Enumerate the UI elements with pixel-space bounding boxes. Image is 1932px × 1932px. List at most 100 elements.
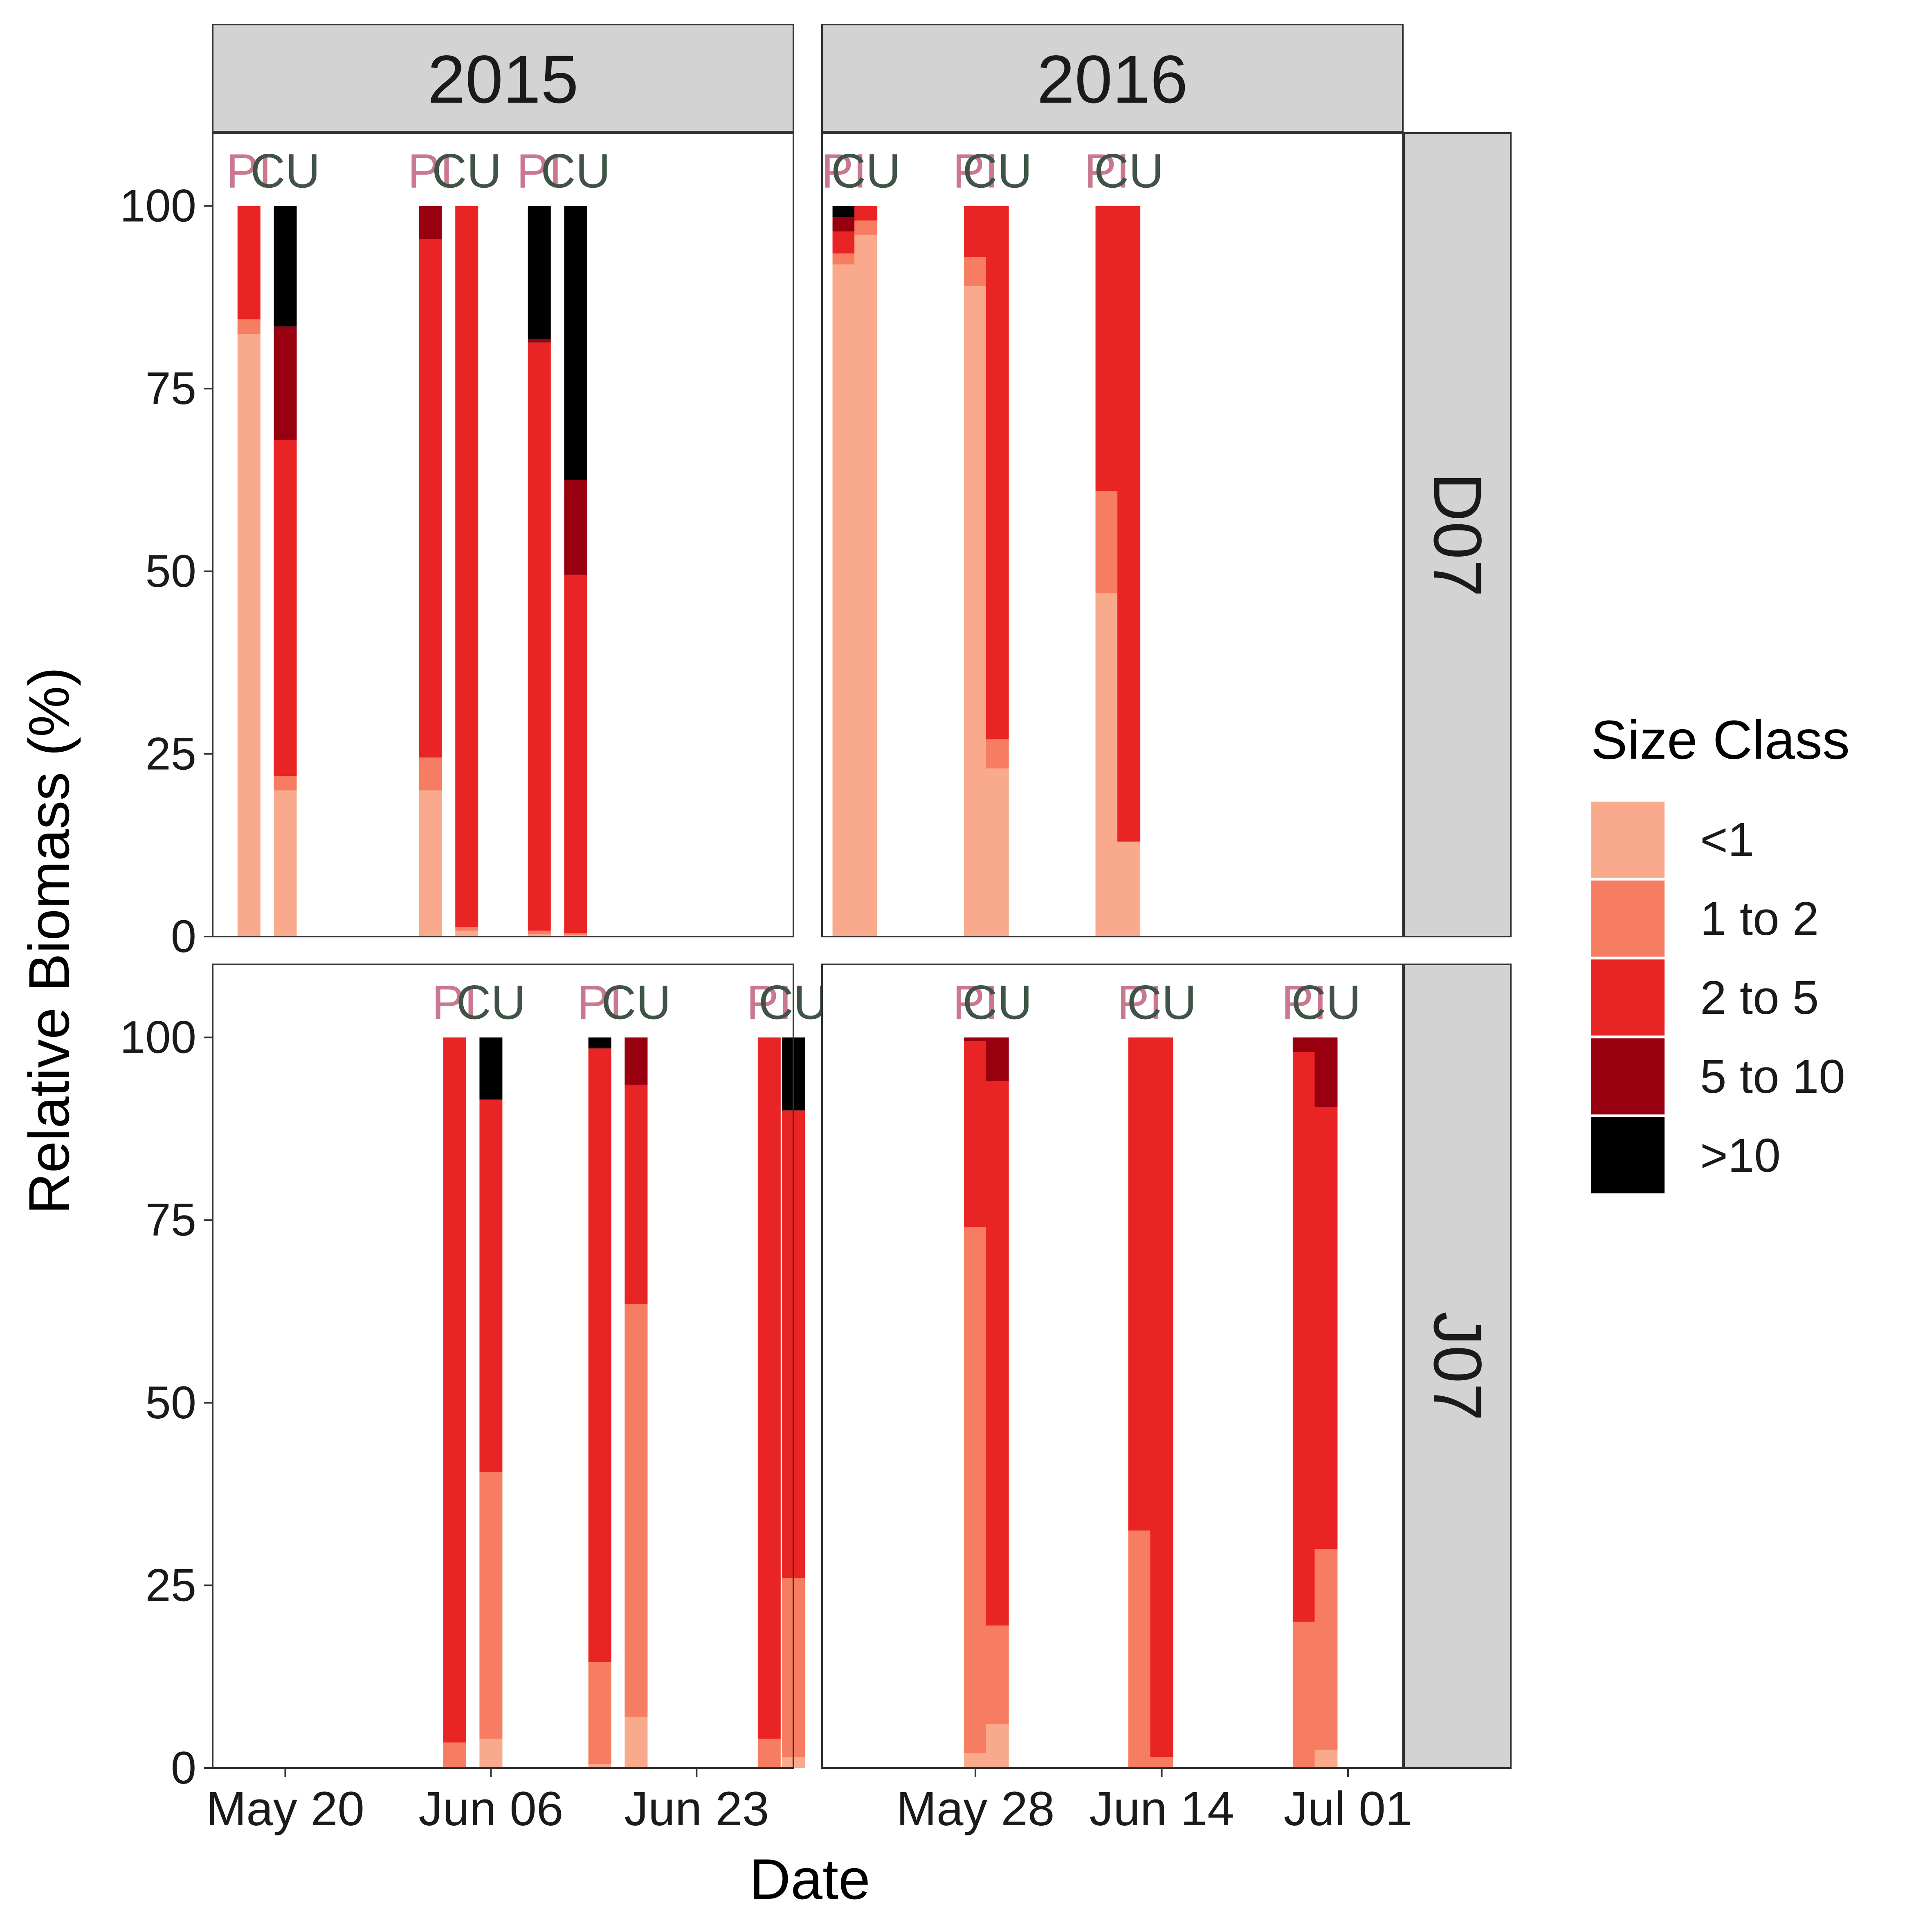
panel-border	[821, 132, 1404, 937]
legend: Size Class <1 1 to 2 2 to 5 5 to 10 >10	[1591, 710, 1850, 1193]
column-strip-2016	[821, 24, 1404, 133]
x-tick-label: Jun 06	[418, 1782, 563, 1836]
legend-swatch	[1591, 1117, 1665, 1193]
bar-segment-cu-1	[986, 739, 1009, 769]
y-tick-label: 0	[171, 1742, 196, 1793]
bar-segment-pi-4	[588, 1037, 611, 1049]
bar-segment-cu-4	[564, 206, 587, 480]
bar-segment-pi-2	[1128, 1037, 1151, 1531]
strips-layer: 2015 2016 D07 J07	[212, 24, 1512, 1769]
y-tick-label: 50	[145, 546, 196, 597]
bar-label-cu: CU	[541, 144, 610, 198]
bar-segment-pi-1	[964, 1227, 987, 1754]
bar-segment-cu-2	[1150, 1037, 1173, 1757]
bar-segment-pi-1	[832, 253, 856, 265]
x-axis-title: Date	[749, 1847, 870, 1911]
bar-segment-cu-2	[986, 206, 1009, 739]
bar-segment-pi-0	[237, 334, 261, 937]
y-tick-label: 25	[145, 1559, 196, 1611]
bar-segment-pi-0	[1095, 593, 1119, 937]
bar-segment-cu-0	[274, 790, 297, 937]
bar-label-cu: CU	[962, 144, 1032, 198]
bar-segment-cu-3	[274, 326, 297, 440]
y-tick-label: 100	[120, 180, 196, 231]
bar-label-pi: PI	[1084, 144, 1130, 198]
bar-label-pi: PI	[1117, 976, 1163, 1030]
y-tick-label: 25	[145, 728, 196, 779]
bar-segment-cu-2	[625, 1085, 648, 1304]
bar-label-cu: CU	[1127, 976, 1196, 1030]
panel-border	[821, 964, 1404, 1769]
bar-segment-pi-0	[832, 264, 856, 937]
bar-segment-cu-1	[986, 1625, 1009, 1724]
bar-segment-cu-1	[1150, 1757, 1173, 1768]
bar-label-cu: CU	[250, 144, 320, 198]
bar-segment-pi-1	[419, 757, 442, 791]
bar-label-pi: PI	[1281, 976, 1327, 1030]
bar-label-cu: CU	[432, 144, 501, 198]
legend-label: >10	[1700, 1129, 1781, 1182]
bar-segment-cu-0	[854, 235, 878, 937]
bar-segment-pi-0	[528, 934, 551, 937]
bar-segment-cu-2	[1314, 1107, 1338, 1549]
panel-border	[212, 132, 794, 937]
bar-segment-cu-0	[455, 930, 479, 937]
bar-segment-cu-0	[479, 1739, 503, 1768]
bar-segment-cu-1	[455, 927, 479, 931]
panel-border	[212, 964, 794, 1769]
bar-segment-pi-0	[964, 1753, 987, 1768]
x-tick-label: May 20	[206, 1782, 364, 1836]
bar-segment-pi-2	[757, 1037, 781, 1739]
bar-segment-pi-1	[757, 1739, 781, 1768]
legend-swatch	[1591, 881, 1665, 957]
bar-label-pi: PI	[746, 976, 792, 1030]
bar-segment-cu-0	[1117, 841, 1141, 937]
bar-segment-cu-1	[625, 1304, 648, 1717]
bar-segment-pi-1	[237, 319, 261, 334]
bar-segment-cu-2	[986, 1081, 1009, 1626]
legend-swatch	[1591, 1038, 1665, 1114]
bar-segment-pi-3	[419, 206, 442, 239]
bar-label-pi: PI	[953, 976, 998, 1030]
bar-segment-pi-0	[588, 1764, 611, 1768]
bar-segment-pi-1	[1292, 1622, 1316, 1768]
bar-segment-cu-2	[854, 206, 878, 221]
column-strip-label: 2015	[427, 42, 578, 117]
bar-segment-cu-3	[564, 480, 587, 575]
y-axis-title: Relative Biomass (%)	[17, 667, 81, 1214]
bar-segment-pi-3	[1292, 1037, 1316, 1052]
legend-swatch	[1591, 959, 1665, 1036]
bar-label-pi: PI	[953, 144, 998, 198]
bar-segment-cu-0	[986, 768, 1009, 937]
x-tick-label: Jun 23	[624, 1782, 769, 1836]
bar-segment-pi-1	[1128, 1530, 1151, 1768]
bar-label-cu: CU	[601, 976, 671, 1030]
column-strip-2015	[212, 24, 794, 133]
bar-segment-cu-3	[625, 1037, 648, 1085]
y-tick-label: 0	[171, 911, 196, 962]
legend-label: 1 to 2	[1700, 892, 1819, 945]
panel-background	[213, 133, 793, 937]
bar-label-pi: PI	[821, 144, 867, 198]
y-tick-label: 100	[120, 1012, 196, 1063]
bar-segment-cu-1	[274, 776, 297, 791]
row-strip-D07	[1403, 132, 1512, 937]
legend-title: Size Class	[1591, 710, 1850, 771]
bar-label-cu: CU	[962, 976, 1032, 1030]
bar-segment-pi-3	[832, 217, 856, 232]
bar-segment-cu-3	[986, 1037, 1009, 1081]
bar-label-cu: CU	[1094, 144, 1164, 198]
legend-label: 5 to 10	[1700, 1050, 1845, 1103]
bar-segment-cu-4	[479, 1037, 503, 1100]
bar-segment-cu-2	[1117, 206, 1141, 842]
bar-segment-pi-2	[237, 206, 261, 319]
bar-segment-cu-4	[274, 206, 297, 327]
column-strip-label: 2016	[1037, 42, 1188, 117]
bar-segment-pi-3	[528, 339, 551, 343]
bar-label-pi: PI	[432, 976, 478, 1030]
